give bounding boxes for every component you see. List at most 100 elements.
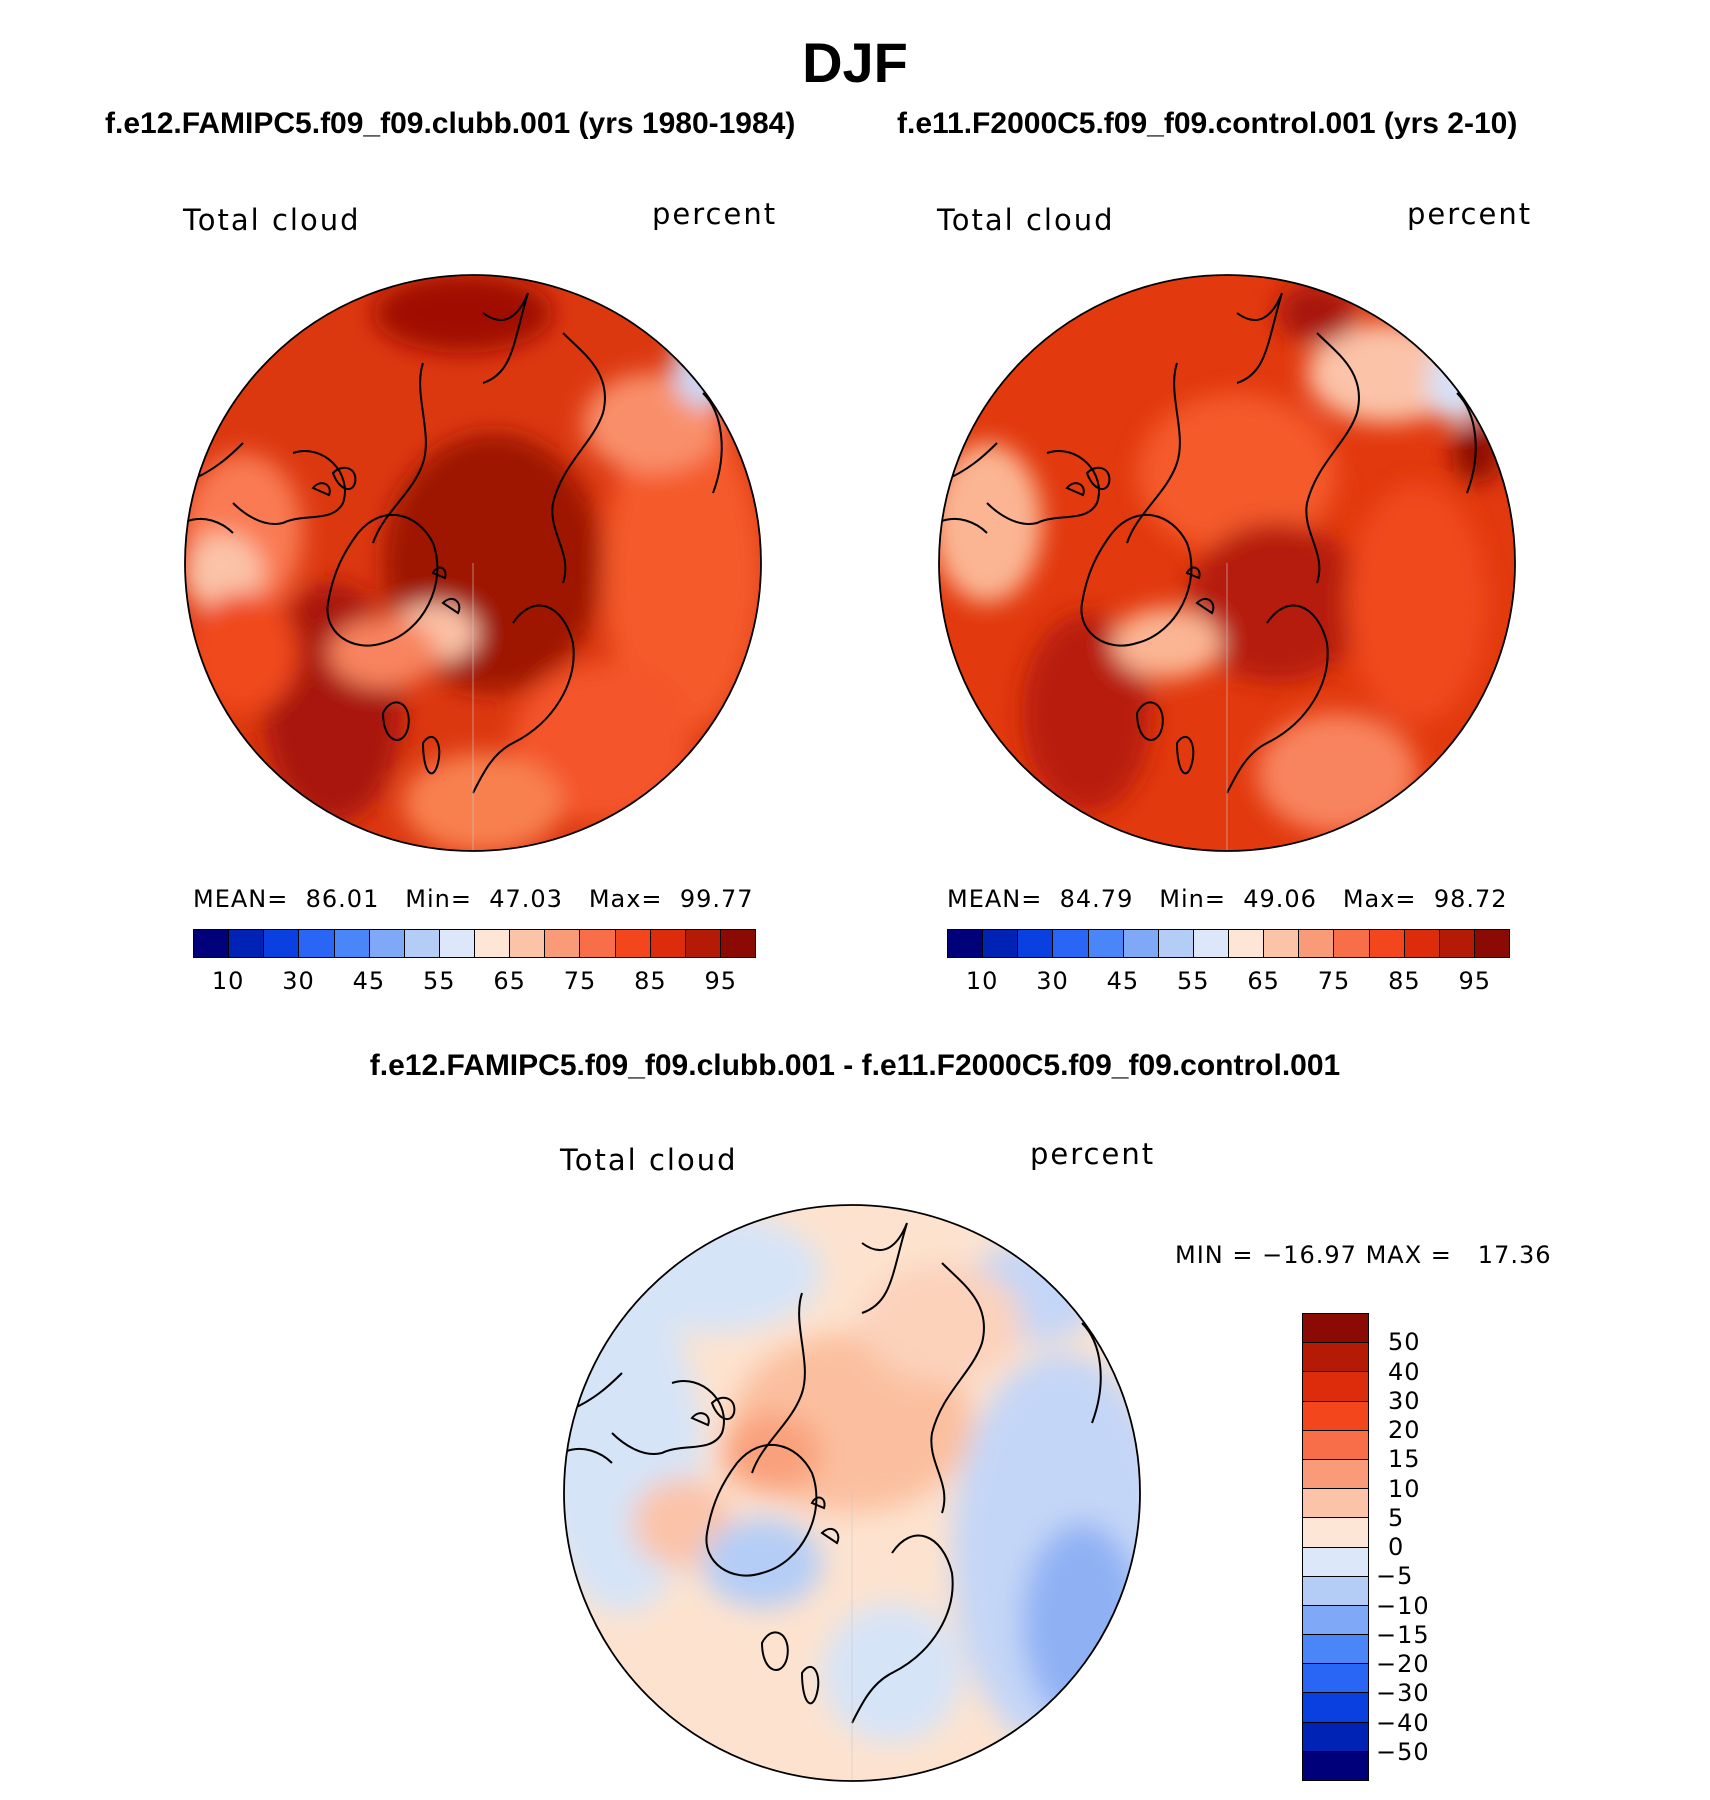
diff-coastline <box>690 1396 736 1427</box>
panel1-variable-label: Total cloud <box>183 203 361 237</box>
panel1-coastline <box>381 701 410 741</box>
panel1-colorbar-swatch <box>439 930 475 957</box>
diff-colorbar-swatch <box>1303 1343 1368 1373</box>
panel2-mean-label: MEAN= <box>947 885 1043 913</box>
panel2-colorbar-swatch <box>1018 930 1054 957</box>
panel1-coastline <box>232 450 346 525</box>
panel1-min-label: Min= <box>405 885 472 913</box>
panel2-coastline <box>986 450 1100 525</box>
panel2-field-patch <box>1112 608 1222 678</box>
diff-colorbar-swatch <box>1303 1664 1368 1694</box>
panel1-field-patch <box>603 413 761 733</box>
panel2-colorbar-swatch <box>1299 930 1335 957</box>
diff-field-patch <box>862 1263 1022 1383</box>
panel1-colorbar <box>193 929 756 958</box>
panel1-mean-value: 86.01 <box>305 885 380 913</box>
panel2-map-boundary <box>938 274 1516 852</box>
panel2-mean-value: 84.79 <box>1059 885 1134 913</box>
panel1-field-patch <box>673 328 733 408</box>
panel2-field-patch <box>939 443 1042 603</box>
panel1-coastline <box>311 466 357 497</box>
panel2-colorbar-swatch <box>1193 930 1229 957</box>
panel2-colorbar-swatch <box>1334 930 1370 957</box>
panel2-stats: MEAN= 84.79 Min= 49.06 Max= 98.72 <box>947 885 1508 913</box>
panel2-coastline <box>1126 362 1181 544</box>
diff-colorbar-swatch <box>1303 1751 1368 1780</box>
panel2-colorbar-swatch <box>1474 930 1509 957</box>
diff-colorbar-tick-label: 5 <box>1388 1503 1405 1532</box>
panel2-coastline <box>1305 332 1360 584</box>
panel1-coastline <box>702 392 723 494</box>
diff-colorbar-swatch <box>1303 1489 1368 1519</box>
diff-max-value: 17.36 <box>1477 1241 1552 1269</box>
panel1-case-title: f.e12.FAMIPC5.f09_f09.clubb.001 (yrs 198… <box>105 107 796 140</box>
diff-units-label: percent <box>1030 1137 1156 1171</box>
panel2-min-label: Min= <box>1159 885 1226 913</box>
diff-colorbar-swatch <box>1303 1459 1368 1490</box>
panel1-field-patch <box>188 593 298 713</box>
panel1-colorbar-swatch <box>194 930 230 957</box>
diff-polar-map <box>563 1204 1141 1782</box>
diff-variable-label: Total cloud <box>560 1143 738 1177</box>
diff-colorbar-swatch <box>1303 1576 1368 1606</box>
panel1-colorbar-swatch <box>369 930 405 957</box>
panel1-colorbar-tick-label: 75 <box>563 967 597 995</box>
diff-colorbar-swatch <box>1303 1722 1368 1752</box>
panel2-field-patch <box>1137 393 1337 553</box>
panel2-colorbar-swatch <box>1158 930 1194 957</box>
panel1-colorbar-swatch <box>545 930 581 957</box>
panel1-stats: MEAN= 86.01 Min= 47.03 Max= 99.77 <box>193 885 754 913</box>
diff-min-label: MIN = <box>1175 1241 1254 1269</box>
diff-colorbar-swatch <box>1303 1372 1368 1402</box>
panel1-coastline <box>551 332 606 584</box>
diff-coastline <box>1081 1322 1102 1424</box>
panel1-colorbar-swatch <box>264 930 300 957</box>
panel2-field-patch <box>1452 423 1502 483</box>
panel2-scandinavia-coastline <box>1226 604 1329 794</box>
diff-scandinavia-coastline <box>851 1534 954 1724</box>
panel1-min-value: 47.03 <box>489 885 563 913</box>
diff-max-label: MAX = <box>1365 1241 1452 1269</box>
diff-colorbar-tick-label: 40 <box>1388 1357 1421 1386</box>
panel1-colorbar-swatch <box>510 930 546 957</box>
panel2-units-label: percent <box>1407 197 1533 231</box>
panel2-colorbar-ticks: 10 30 45 55 65 75 85 95 <box>947 967 1510 997</box>
panel2-min-value: 49.06 <box>1243 885 1317 913</box>
diff-colorbar-swatch <box>1303 1547 1368 1577</box>
diff-colorbar-swatch <box>1303 1314 1368 1344</box>
panel2-field-patch <box>1277 283 1357 343</box>
panel2-colorbar-tick-label: 95 <box>1458 967 1492 995</box>
panel1-colorbar-tick-label: 10 <box>211 967 245 995</box>
diff-coastline <box>930 1262 985 1514</box>
panel2-colorbar-swatch <box>983 930 1019 957</box>
panel2-coastline <box>1065 466 1111 497</box>
panel1-greenland-coastline <box>326 514 439 647</box>
panel2-field-patch <box>1187 523 1367 683</box>
panel2-colorbar-tick-label: 65 <box>1247 967 1280 995</box>
panel1-colorbar-swatch <box>580 930 616 957</box>
panel1-colorbar-swatch <box>229 930 265 957</box>
panel2-colorbar-swatch <box>1088 930 1124 957</box>
panel1-colorbar-swatch <box>475 930 511 957</box>
diff-colorbar-ticks: 50 40 30 20 15 10 5 0 −5 −10 −15 −20 −30 −40 −50 <box>1376 1313 1500 1781</box>
panel1-colorbar-swatch <box>404 930 440 957</box>
panel2-greenland-coastline <box>1080 514 1193 647</box>
panel1-colorbar-swatch <box>615 930 651 957</box>
panel1-colorbar-tick-label: 65 <box>493 967 526 995</box>
panel2-colorbar-tick-label: 55 <box>1177 967 1210 995</box>
panel2-field-patch <box>1427 343 1487 423</box>
panel1-coastline <box>372 362 427 544</box>
panel1-field-patch <box>328 618 438 688</box>
diff-greenland-coastline <box>705 1444 818 1577</box>
panel2-colorbar-swatch <box>1053 930 1089 957</box>
panel2-colorbar-swatch <box>1439 930 1475 957</box>
panel2-max-value: 98.72 <box>1433 885 1508 913</box>
diff-colorbar-tick-label: −40 <box>1376 1708 1430 1737</box>
panel1-colorbar-tick-label: 95 <box>704 967 738 995</box>
diff-colorbar-swatch <box>1303 1518 1368 1548</box>
diff-colorbar-tick-label: 0 <box>1388 1533 1405 1561</box>
panel1-colorbar-swatch <box>650 930 686 957</box>
diff-colorbar-tick-label: 20 <box>1388 1416 1421 1444</box>
panel2-variable-label: Total cloud <box>937 203 1115 237</box>
diff-colorbar-swatch <box>1303 1605 1368 1636</box>
